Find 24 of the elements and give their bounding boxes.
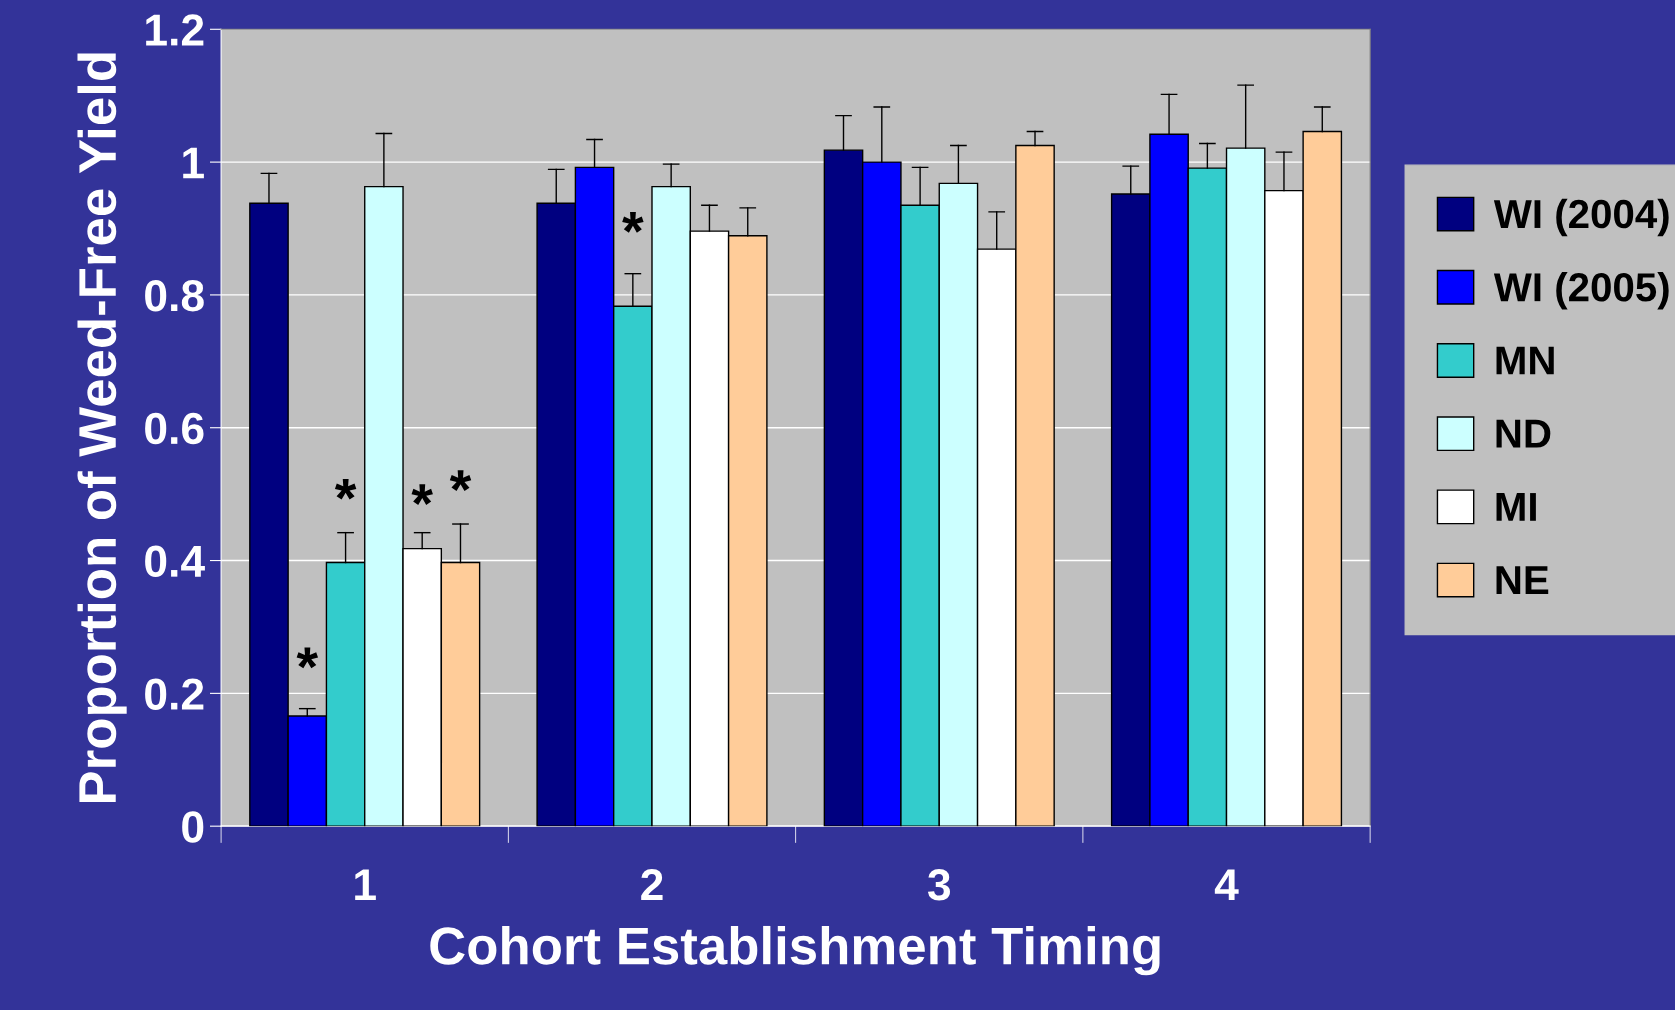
legend-label: ND [1496, 419, 1551, 448]
y-tick-label: 0 [182, 811, 204, 843]
legend-label: WI (2004) [1493, 198, 1669, 237]
y-tick-label: 0.2 [145, 678, 204, 710]
x-axis-title: Cohort Establishment Timing [430, 925, 1160, 976]
legend-label: WI (2005) [1493, 271, 1669, 310]
annotation: * [622, 211, 644, 233]
annotation: * [411, 484, 433, 505]
y-tick-label: 0.4 [145, 545, 205, 578]
y-tick-label: 0.6 [145, 412, 204, 445]
annotation: * [449, 470, 472, 491]
x-tick-label: 3 [927, 869, 951, 901]
y-tick-label: 1 [183, 147, 204, 179]
legend-label: NE [1496, 566, 1549, 594]
y-tick-label: 0.8 [145, 279, 204, 312]
x-tick-label: 4 [1214, 869, 1239, 901]
y-axis-title: Proportion of Weed-Free Yield [77, 53, 127, 802]
annotation: * [334, 478, 357, 500]
x-tick-label: 2 [641, 869, 663, 901]
legend-label: MN [1496, 346, 1554, 375]
legend-label: MI [1496, 493, 1536, 521]
y-tick-label: 1.2 [146, 14, 204, 46]
x-tick-label: 1 [355, 869, 376, 901]
annotation: * [296, 647, 319, 669]
